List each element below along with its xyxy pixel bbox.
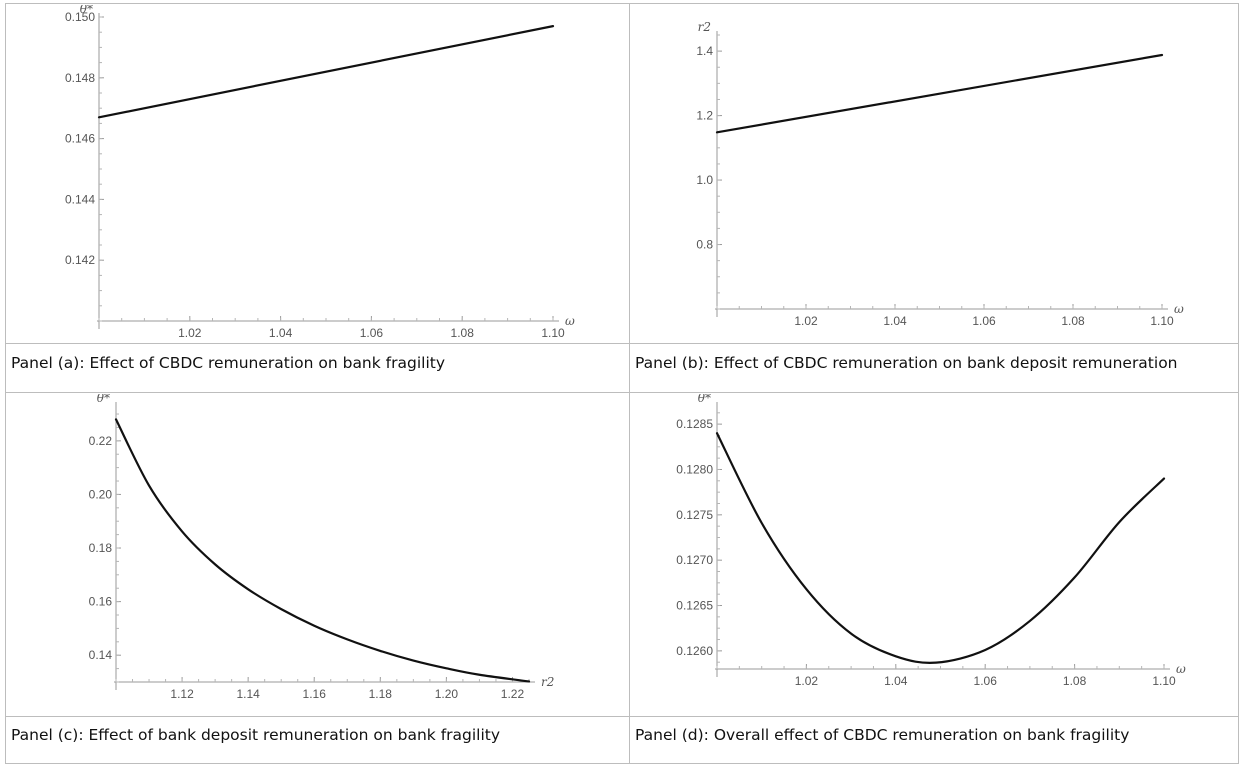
x-tick-label: 1.10 bbox=[541, 326, 565, 340]
x-tick-label: 1.06 bbox=[974, 674, 998, 688]
y-tick-label: 0.1285 bbox=[676, 417, 713, 431]
y-axis-label: θ* bbox=[80, 5, 93, 16]
x-tick-label: 1.02 bbox=[795, 674, 819, 688]
caption-panel-d: Panel (d): Overall effect of CBDC remune… bbox=[635, 726, 1130, 744]
y-tick-label: 0.16 bbox=[89, 595, 113, 609]
y-tick-label: 0.146 bbox=[65, 132, 95, 146]
x-tick-label: 1.10 bbox=[1150, 314, 1174, 328]
y-tick-label: 0.142 bbox=[65, 253, 95, 267]
y-tick-label: 0.150 bbox=[65, 10, 95, 24]
x-tick-label: 1.06 bbox=[360, 326, 384, 340]
x-tick-label: 1.18 bbox=[369, 687, 393, 701]
x-tick-label: 1.02 bbox=[794, 314, 818, 328]
y-axis-label: r2 bbox=[698, 20, 711, 34]
chart-panel-b: 1.02 1.04 1.06 1.08 1.10 0.8 1.0 1.2 1.4 r2 ω bbox=[696, 20, 1184, 328]
chart-panel-d: 1.02 1.04 1.06 1.08 1.10 0.1260 0.1265 0.1270 0.… bbox=[676, 394, 1186, 688]
y-tick-label: 0.18 bbox=[89, 541, 113, 555]
y-tick-label: 0.14 bbox=[89, 648, 113, 662]
y-tick-label: 0.8 bbox=[696, 238, 713, 252]
y-axis-label: θ* bbox=[698, 394, 711, 405]
x-tick-label: 1.10 bbox=[1152, 674, 1176, 688]
y-tick-label: 1.2 bbox=[696, 109, 713, 123]
y-tick-label: 0.22 bbox=[89, 434, 113, 448]
x-tick-label: 1.08 bbox=[451, 326, 475, 340]
caption-panel-c: Panel (c): Effect of bank deposit remune… bbox=[11, 726, 501, 744]
x-tick-label: 1.04 bbox=[883, 314, 907, 328]
y-axis-label: θ* bbox=[97, 394, 110, 405]
y-tick-label: 0.1270 bbox=[676, 553, 713, 567]
x-tick-label: 1.22 bbox=[501, 687, 525, 701]
series-line bbox=[114, 418, 531, 683]
x-tick-label: 1.14 bbox=[236, 687, 260, 701]
y-tick-label: 1.0 bbox=[696, 173, 713, 187]
x-tick-label: 1.20 bbox=[435, 687, 459, 701]
x-axis-label: ω bbox=[1174, 302, 1184, 316]
series-line bbox=[97, 25, 555, 119]
series-line bbox=[715, 432, 1166, 664]
y-tick-label: 0.144 bbox=[65, 192, 95, 206]
chart-panel-a: 1.02 1.04 1.06 1.08 1.10 0.142 0.144 0.146 0.148… bbox=[65, 5, 575, 340]
x-tick-label: 1.16 bbox=[303, 687, 327, 701]
x-axis-label: r2 bbox=[541, 675, 554, 689]
x-tick-label: 1.08 bbox=[1061, 314, 1085, 328]
y-tick-label: 1.4 bbox=[696, 44, 713, 58]
x-tick-label: 1.04 bbox=[884, 674, 908, 688]
x-tick-label: 1.12 bbox=[170, 687, 194, 701]
x-axis-label: ω bbox=[1176, 662, 1186, 676]
x-tick-label: 1.02 bbox=[178, 326, 202, 340]
x-tick-label: 1.06 bbox=[972, 314, 996, 328]
series-line bbox=[715, 53, 1164, 134]
y-tick-label: 0.148 bbox=[65, 71, 95, 85]
x-axis-label: ω bbox=[565, 314, 575, 328]
caption-panel-a: Panel (a): Effect of CBDC remuneration o… bbox=[11, 354, 445, 372]
y-tick-label: 0.1260 bbox=[676, 644, 713, 658]
chart-panel-c: 1.12 1.14 1.16 1.18 1.20 1.22 0.14 0.16 0.18 0.20… bbox=[89, 394, 555, 701]
y-tick-label: 0.1275 bbox=[676, 508, 713, 522]
x-tick-label: 1.08 bbox=[1063, 674, 1087, 688]
y-tick-label: 0.1265 bbox=[676, 599, 713, 613]
caption-panel-b: Panel (b): Effect of CBDC remuneration o… bbox=[635, 354, 1178, 372]
y-tick-label: 0.1280 bbox=[676, 462, 713, 476]
x-tick-label: 1.04 bbox=[269, 326, 293, 340]
y-tick-label: 0.20 bbox=[89, 487, 113, 501]
